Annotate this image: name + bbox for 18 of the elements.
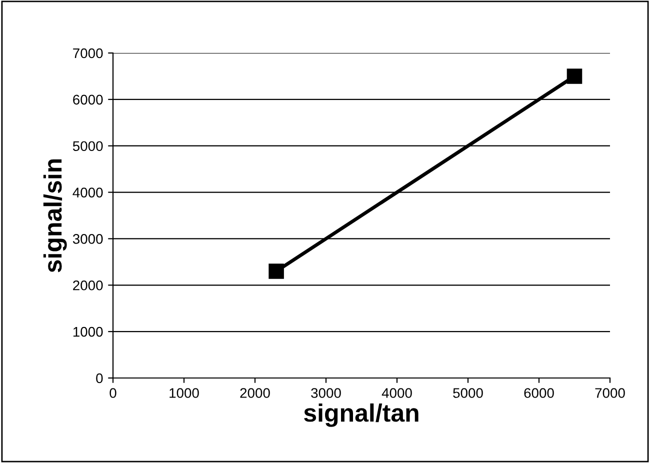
x-tick-label: 5000 [453,388,483,398]
y-tick-label: 7000 [73,48,103,58]
x-axis-title: signal/tan [304,403,418,427]
y-axis-title: signal/sin [43,159,67,272]
y-tick-label: 6000 [73,94,103,105]
y-tick-label: 1000 [73,326,103,337]
y-tick-label: 4000 [72,188,103,198]
x-tick-label: 3000 [311,388,341,398]
x-tick-label: 6000 [524,388,554,398]
x-tick-label: 0 [110,388,116,398]
y-tick-label: 0 [96,373,103,384]
x-tick-label: 1000 [170,388,199,398]
y-tick-label: 3000 [72,234,103,244]
x-tick-label: 4000 [382,388,412,398]
x-tick-label: 7000 [595,388,625,398]
x-tick-label: 2000 [240,388,270,398]
y-tick-label: 5000 [72,141,103,152]
y-tick-label: 2000 [73,280,103,290]
